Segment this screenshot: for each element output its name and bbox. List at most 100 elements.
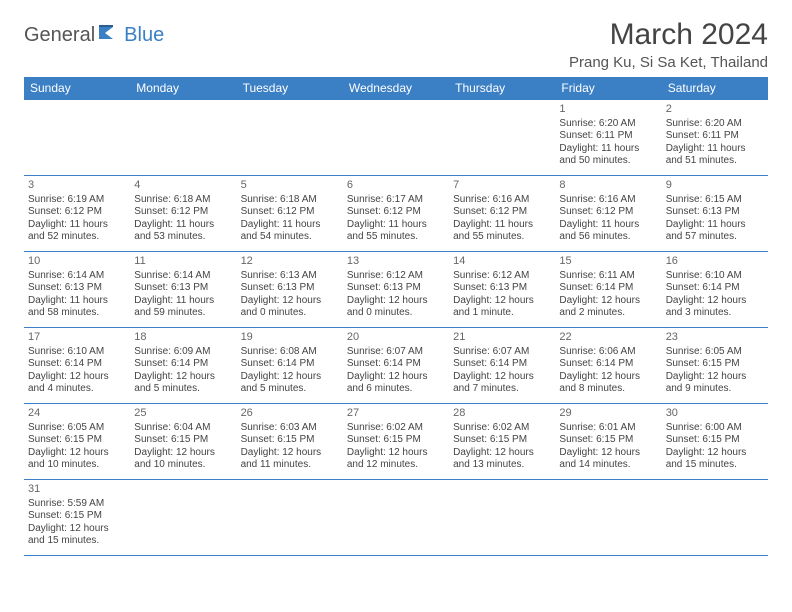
- header: General Blue March 2024 Prang Ku, Si Sa …: [24, 18, 768, 71]
- daylight-text: Daylight: 11 hours and 52 minutes.: [28, 219, 126, 244]
- calendar-cell: 8Sunrise: 6:16 AMSunset: 6:12 PMDaylight…: [555, 176, 661, 252]
- calendar-cell: 25Sunrise: 6:04 AMSunset: 6:15 PMDayligh…: [130, 404, 236, 480]
- calendar-cell: 27Sunrise: 6:02 AMSunset: 6:15 PMDayligh…: [343, 404, 449, 480]
- sunrise-text: Sunrise: 6:12 AM: [453, 270, 551, 283]
- calendar-cell: 22Sunrise: 6:06 AMSunset: 6:14 PMDayligh…: [555, 328, 661, 404]
- day-number: 11: [134, 255, 232, 269]
- sunrise-text: Sunrise: 6:10 AM: [28, 346, 126, 359]
- calendar-body: 1Sunrise: 6:20 AMSunset: 6:11 PMDaylight…: [24, 100, 768, 556]
- daylight-text: Daylight: 12 hours and 9 minutes.: [666, 371, 764, 396]
- day-number: 9: [666, 179, 764, 193]
- sunset-text: Sunset: 6:14 PM: [28, 358, 126, 371]
- sunset-text: Sunset: 6:11 PM: [666, 130, 764, 143]
- daylight-text: Daylight: 12 hours and 13 minutes.: [453, 447, 551, 472]
- day-number: 5: [241, 179, 339, 193]
- day-number: 29: [559, 407, 657, 421]
- calendar-row: 10Sunrise: 6:14 AMSunset: 6:13 PMDayligh…: [24, 252, 768, 328]
- sunrise-text: Sunrise: 6:11 AM: [559, 270, 657, 283]
- sunrise-text: Sunrise: 6:02 AM: [347, 422, 445, 435]
- sunset-text: Sunset: 6:15 PM: [559, 434, 657, 447]
- title-block: March 2024 Prang Ku, Si Sa Ket, Thailand: [569, 18, 768, 71]
- daylight-text: Daylight: 12 hours and 3 minutes.: [666, 295, 764, 320]
- day-number: 2: [666, 103, 764, 117]
- day-header: Tuesday: [237, 77, 343, 100]
- calendar-cell: [449, 480, 555, 556]
- sunrise-text: Sunrise: 6:05 AM: [666, 346, 764, 359]
- day-header: Wednesday: [343, 77, 449, 100]
- sunset-text: Sunset: 6:13 PM: [241, 282, 339, 295]
- daylight-text: Daylight: 12 hours and 7 minutes.: [453, 371, 551, 396]
- daylight-text: Daylight: 12 hours and 15 minutes.: [666, 447, 764, 472]
- day-number: 25: [134, 407, 232, 421]
- calendar-cell: [555, 480, 661, 556]
- daylight-text: Daylight: 12 hours and 5 minutes.: [241, 371, 339, 396]
- sunset-text: Sunset: 6:12 PM: [134, 206, 232, 219]
- sunrise-text: Sunrise: 6:20 AM: [666, 118, 764, 131]
- calendar-cell: 13Sunrise: 6:12 AMSunset: 6:13 PMDayligh…: [343, 252, 449, 328]
- calendar-cell: 20Sunrise: 6:07 AMSunset: 6:14 PMDayligh…: [343, 328, 449, 404]
- daylight-text: Daylight: 11 hours and 58 minutes.: [28, 295, 126, 320]
- day-number: 6: [347, 179, 445, 193]
- sunset-text: Sunset: 6:12 PM: [559, 206, 657, 219]
- day-number: 22: [559, 331, 657, 345]
- sunset-text: Sunset: 6:13 PM: [347, 282, 445, 295]
- daylight-text: Daylight: 12 hours and 0 minutes.: [241, 295, 339, 320]
- sunset-text: Sunset: 6:15 PM: [241, 434, 339, 447]
- sunrise-text: Sunrise: 6:17 AM: [347, 194, 445, 207]
- calendar-cell: [237, 100, 343, 176]
- calendar-row: 31Sunrise: 5:59 AMSunset: 6:15 PMDayligh…: [24, 480, 768, 556]
- calendar-cell: 1Sunrise: 6:20 AMSunset: 6:11 PMDaylight…: [555, 100, 661, 176]
- day-number: 16: [666, 255, 764, 269]
- calendar-cell: 16Sunrise: 6:10 AMSunset: 6:14 PMDayligh…: [662, 252, 768, 328]
- day-number: 18: [134, 331, 232, 345]
- calendar-cell: [662, 480, 768, 556]
- day-number: 17: [28, 331, 126, 345]
- calendar-row: 24Sunrise: 6:05 AMSunset: 6:15 PMDayligh…: [24, 404, 768, 480]
- daylight-text: Daylight: 11 hours and 56 minutes.: [559, 219, 657, 244]
- sunrise-text: Sunrise: 6:10 AM: [666, 270, 764, 283]
- daylight-text: Daylight: 12 hours and 10 minutes.: [28, 447, 126, 472]
- sunrise-text: Sunrise: 5:59 AM: [28, 498, 126, 511]
- daylight-text: Daylight: 12 hours and 10 minutes.: [134, 447, 232, 472]
- calendar-cell: [237, 480, 343, 556]
- sunrise-text: Sunrise: 6:05 AM: [28, 422, 126, 435]
- sunset-text: Sunset: 6:12 PM: [28, 206, 126, 219]
- day-number: 14: [453, 255, 551, 269]
- calendar-cell: 28Sunrise: 6:02 AMSunset: 6:15 PMDayligh…: [449, 404, 555, 480]
- calendar-cell: 23Sunrise: 6:05 AMSunset: 6:15 PMDayligh…: [662, 328, 768, 404]
- sunset-text: Sunset: 6:14 PM: [559, 282, 657, 295]
- daylight-text: Daylight: 11 hours and 51 minutes.: [666, 143, 764, 168]
- day-number: 12: [241, 255, 339, 269]
- calendar-cell: 19Sunrise: 6:08 AMSunset: 6:14 PMDayligh…: [237, 328, 343, 404]
- sunset-text: Sunset: 6:13 PM: [28, 282, 126, 295]
- sunset-text: Sunset: 6:15 PM: [453, 434, 551, 447]
- day-number: 1: [559, 103, 657, 117]
- daylight-text: Daylight: 11 hours and 57 minutes.: [666, 219, 764, 244]
- sunset-text: Sunset: 6:14 PM: [666, 282, 764, 295]
- sunrise-text: Sunrise: 6:07 AM: [453, 346, 551, 359]
- daylight-text: Daylight: 11 hours and 55 minutes.: [453, 219, 551, 244]
- logo-text-blue: Blue: [124, 24, 164, 47]
- day-number: 28: [453, 407, 551, 421]
- sunrise-text: Sunrise: 6:02 AM: [453, 422, 551, 435]
- day-header: Sunday: [24, 77, 130, 100]
- calendar-cell: [343, 100, 449, 176]
- daylight-text: Daylight: 11 hours and 50 minutes.: [559, 143, 657, 168]
- daylight-text: Daylight: 12 hours and 5 minutes.: [134, 371, 232, 396]
- daylight-text: Daylight: 12 hours and 15 minutes.: [28, 523, 126, 548]
- sunset-text: Sunset: 6:14 PM: [347, 358, 445, 371]
- calendar-cell: [449, 100, 555, 176]
- sunrise-text: Sunrise: 6:08 AM: [241, 346, 339, 359]
- sunset-text: Sunset: 6:13 PM: [666, 206, 764, 219]
- calendar-row: 17Sunrise: 6:10 AMSunset: 6:14 PMDayligh…: [24, 328, 768, 404]
- calendar-cell: 24Sunrise: 6:05 AMSunset: 6:15 PMDayligh…: [24, 404, 130, 480]
- calendar-cell: 10Sunrise: 6:14 AMSunset: 6:13 PMDayligh…: [24, 252, 130, 328]
- sunset-text: Sunset: 6:15 PM: [28, 434, 126, 447]
- calendar-cell: 9Sunrise: 6:15 AMSunset: 6:13 PMDaylight…: [662, 176, 768, 252]
- sunrise-text: Sunrise: 6:18 AM: [241, 194, 339, 207]
- sunset-text: Sunset: 6:13 PM: [453, 282, 551, 295]
- sunrise-text: Sunrise: 6:06 AM: [559, 346, 657, 359]
- daylight-text: Daylight: 12 hours and 14 minutes.: [559, 447, 657, 472]
- sunrise-text: Sunrise: 6:04 AM: [134, 422, 232, 435]
- day-header: Saturday: [662, 77, 768, 100]
